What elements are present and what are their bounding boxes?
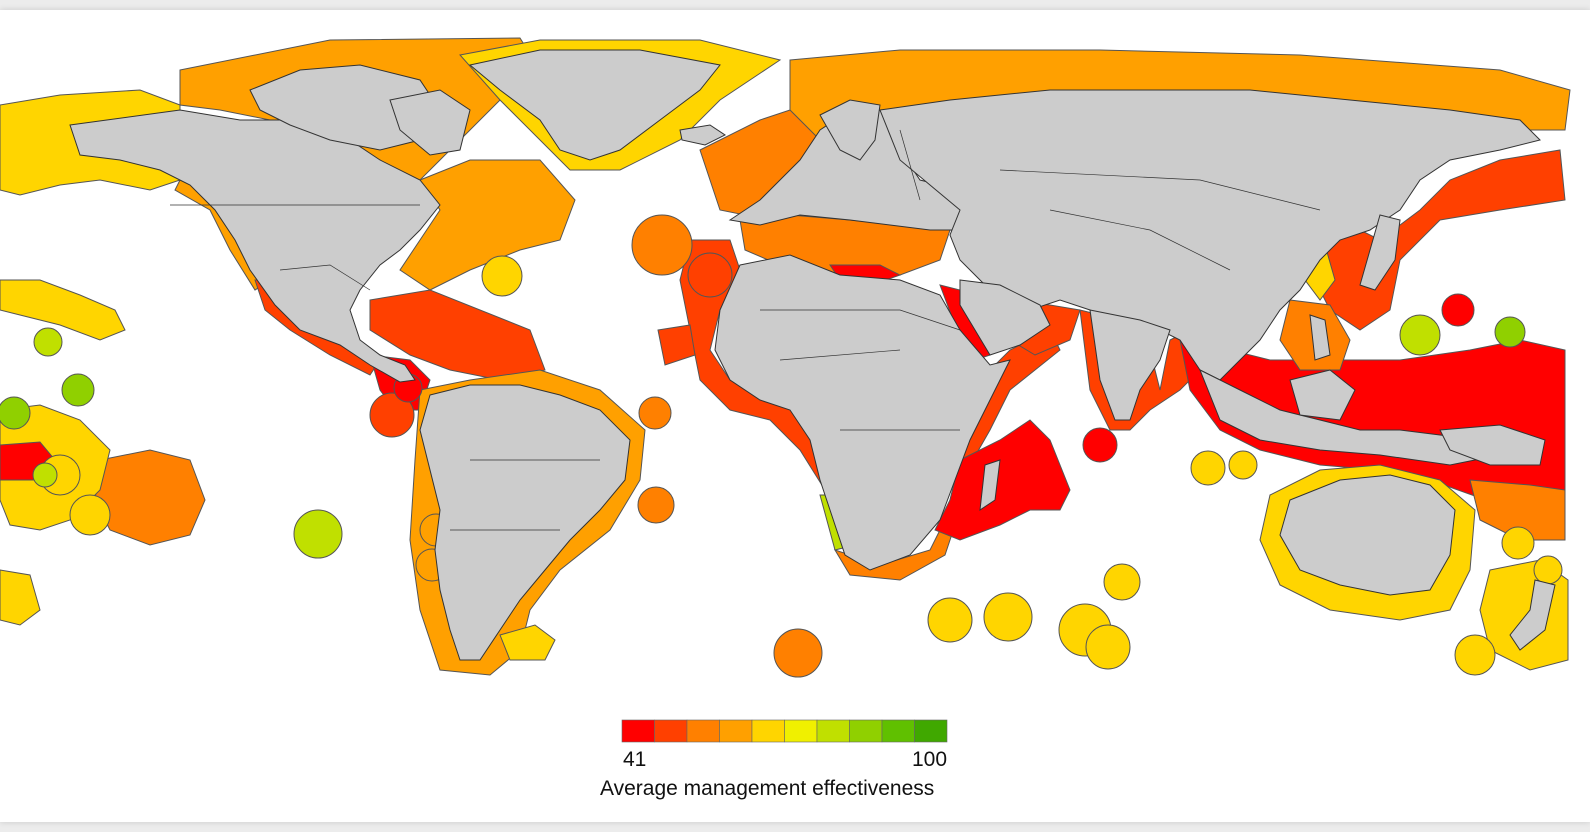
- eez-amsterdam: [1103, 563, 1141, 601]
- land-new-zealand: [1509, 579, 1556, 651]
- eez-cape-verde: [657, 324, 696, 366]
- eez-tokelau: [0, 396, 31, 430]
- eez-phoenix: [61, 373, 95, 407]
- legend-swatch-10: [914, 719, 948, 743]
- eez-canary: [687, 252, 733, 298]
- eez-hawaii: [0, 279, 126, 341]
- eez-falklands: [499, 624, 556, 661]
- island-eez-circles: [0, 214, 1563, 678]
- world-map: [0, 37, 1571, 743]
- eez-minami-torishima: [1494, 316, 1526, 348]
- land-greenland: [468, 49, 721, 161]
- legend-swatch-9: [881, 719, 915, 743]
- eez-pacific-green-c: [32, 462, 58, 488]
- land-madagascar: [979, 459, 1001, 512]
- eez-cocos-keeling: [1190, 450, 1226, 486]
- land-japan: [1359, 214, 1401, 291]
- eez-st-helena: [637, 486, 675, 524]
- land-iceland: [679, 124, 726, 146]
- map-figure: 41 100 Average management effectiveness: [0, 10, 1590, 822]
- land-arabia: [959, 279, 1051, 356]
- eez-australia-lord-howe: [1454, 634, 1496, 676]
- legend-swatch-6: [784, 719, 818, 743]
- land-india: [1089, 309, 1171, 421]
- land-philippines: [1309, 314, 1331, 361]
- eez-kiribati-west: [33, 327, 63, 357]
- land-scandinavia: [819, 99, 881, 161]
- land-asia: [879, 89, 1541, 381]
- eez-macquarie: [1501, 526, 1535, 560]
- legend-swatch-1: [621, 719, 655, 743]
- land-africa: [714, 254, 1011, 571]
- legend-swatch-4: [719, 719, 753, 743]
- eez-south-pacific-yellow: [0, 569, 41, 626]
- legend-swatch-8: [849, 719, 883, 743]
- eez-south-indian-1: [927, 597, 973, 643]
- eez-ascension: [638, 396, 672, 430]
- eez-melanesia: [1469, 479, 1566, 541]
- landmasses: [69, 49, 1556, 661]
- eez-marianas: [1399, 314, 1441, 356]
- eez-wake: [1441, 293, 1475, 327]
- land-baffin: [389, 89, 471, 156]
- eez-madagascar: [934, 419, 1071, 541]
- country-borders: [170, 129, 1321, 531]
- eez-central-pacific: [94, 449, 206, 546]
- eez-south-indian-4: [1085, 624, 1131, 670]
- eez-chagos: [1082, 427, 1118, 463]
- legend-swatch-5: [751, 719, 785, 743]
- legend-swatch-2: [654, 719, 688, 743]
- land-australia: [1279, 474, 1456, 596]
- legend-swatch-3: [686, 719, 720, 743]
- land-new-guinea: [1439, 424, 1546, 466]
- eez-azores: [631, 214, 693, 276]
- eez-christmas: [1228, 450, 1258, 480]
- land-south-america: [419, 384, 631, 661]
- legend-swatch-7: [816, 719, 850, 743]
- eez-bermuda: [481, 255, 523, 297]
- eez-pacific-yellow-b: [69, 494, 111, 536]
- eez-south-indian-2: [983, 592, 1033, 642]
- eez-norfolk: [1533, 555, 1563, 585]
- land-borneo: [1289, 369, 1356, 421]
- eez-galapagos: [369, 392, 415, 438]
- legend-color-bar: [621, 719, 948, 743]
- eez-gough: [773, 628, 823, 678]
- eez-easter: [293, 509, 343, 559]
- land-north-america: [69, 109, 441, 383]
